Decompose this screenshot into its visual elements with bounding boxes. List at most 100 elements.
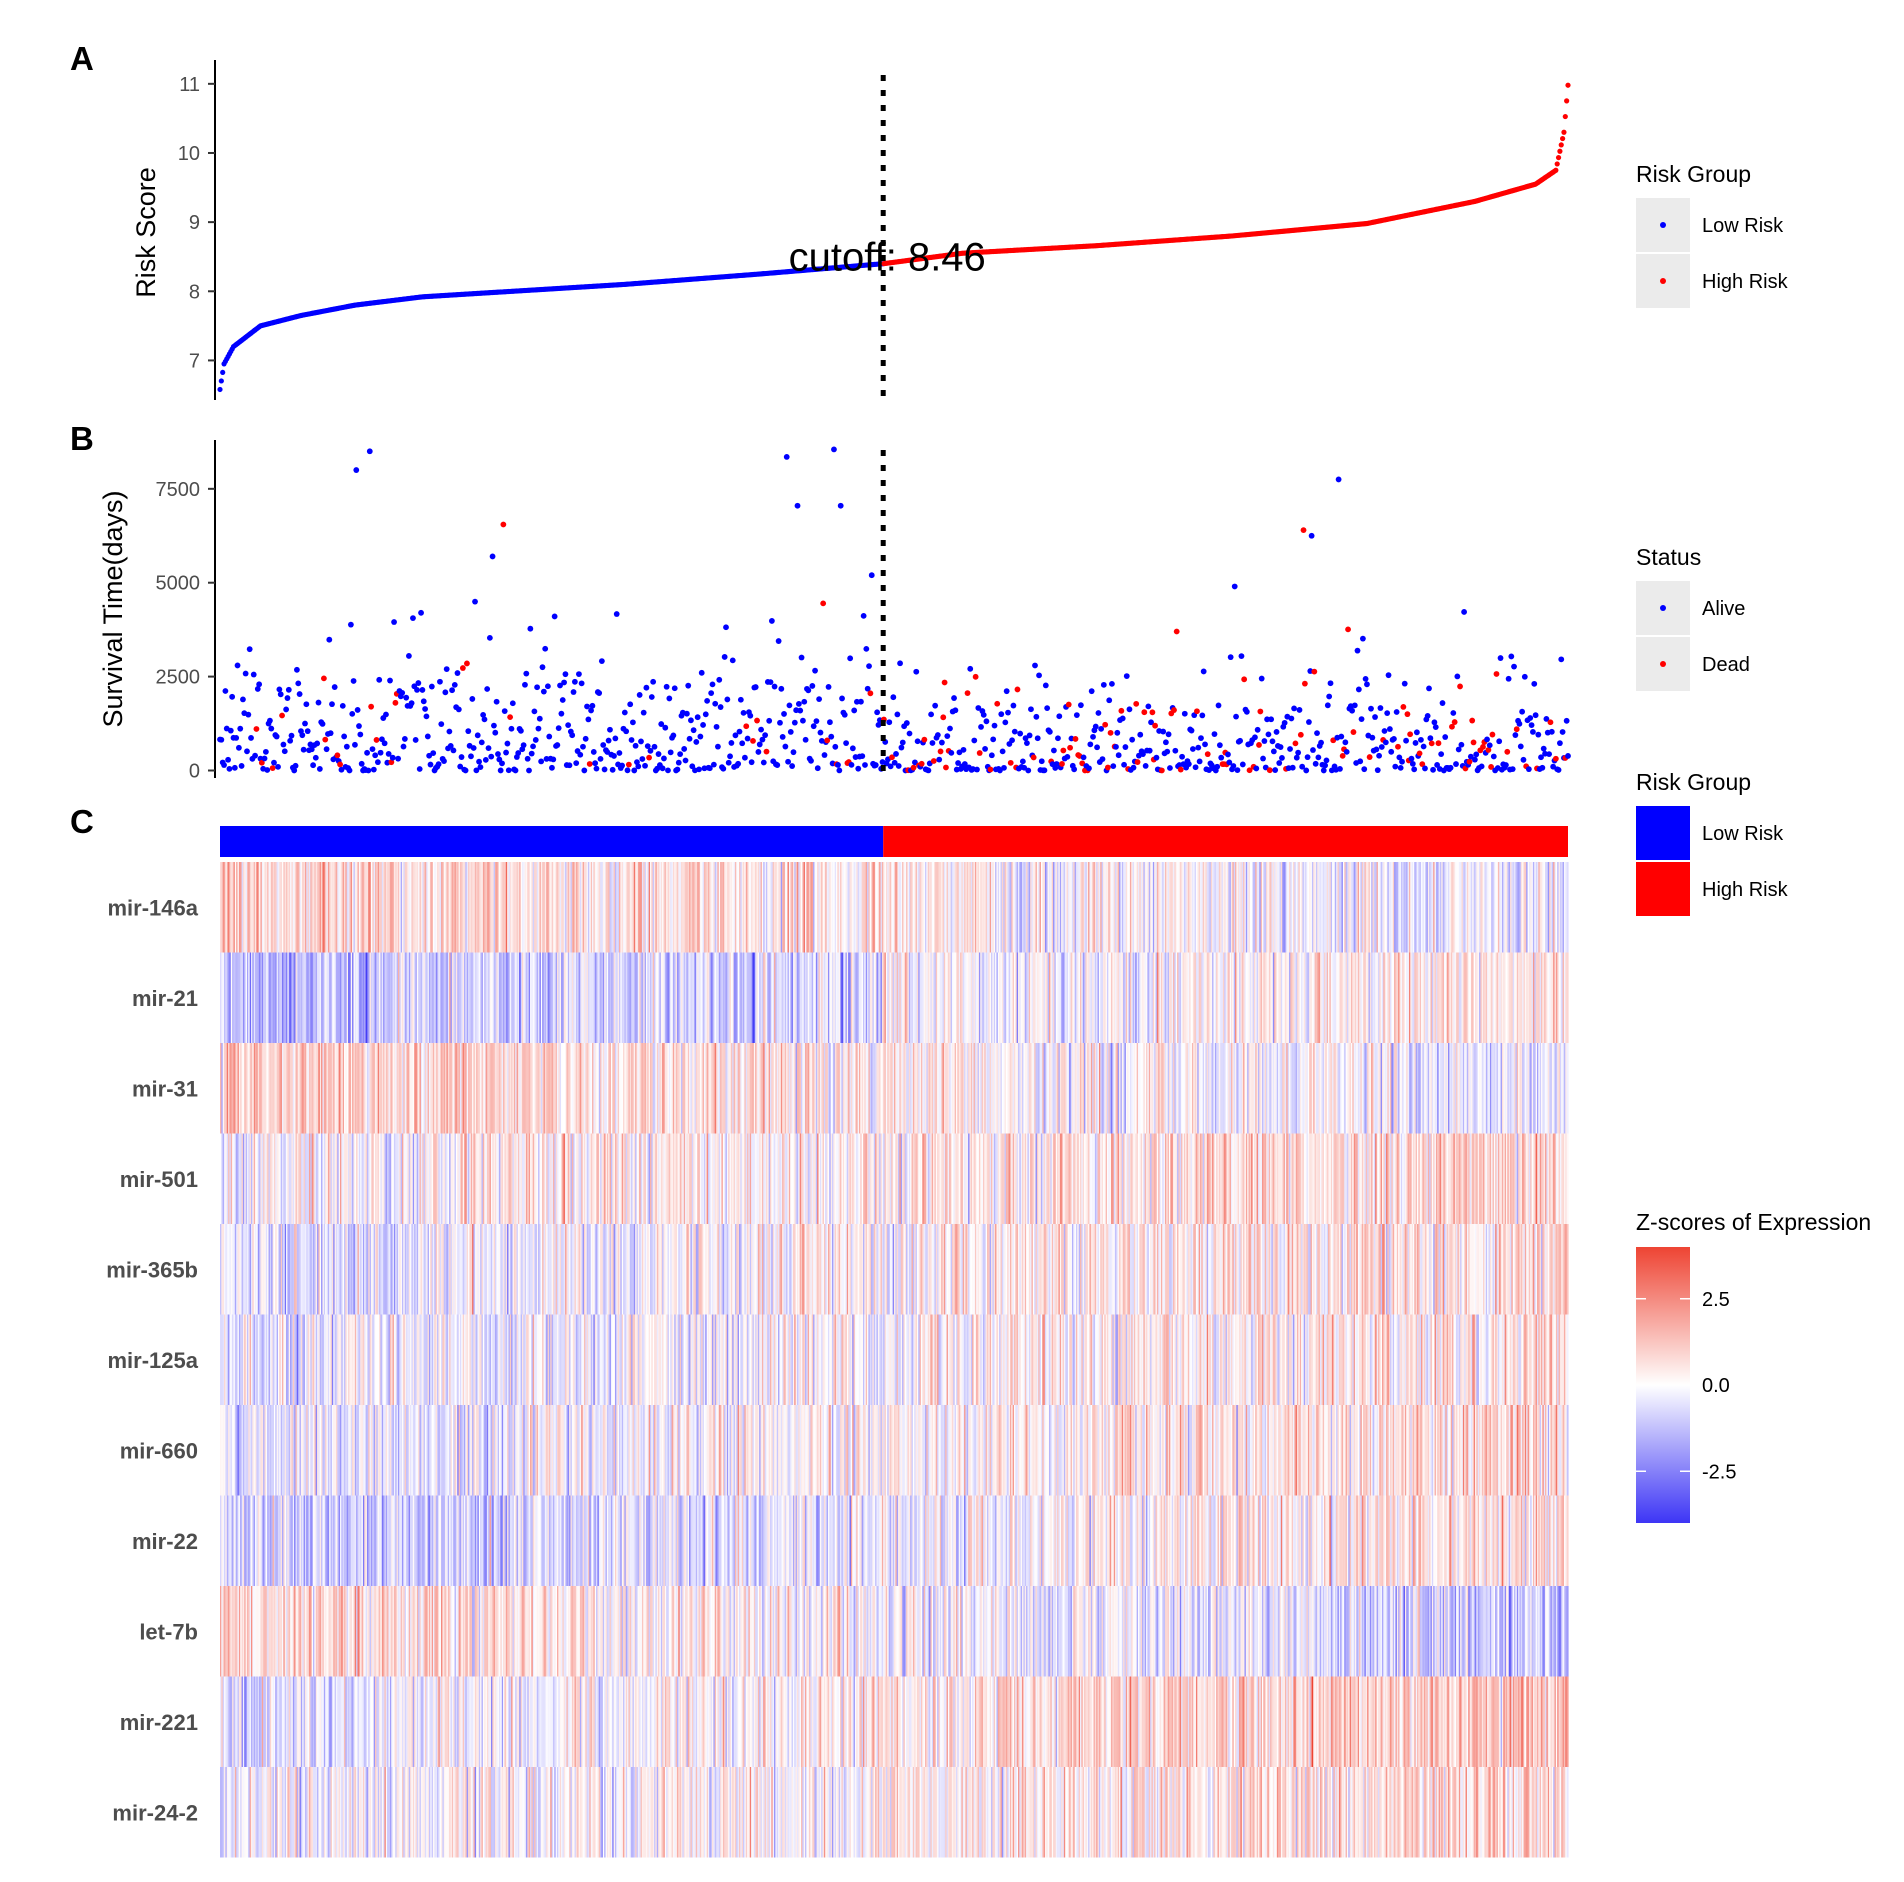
alive-point xyxy=(611,753,617,759)
alive-point xyxy=(424,733,431,740)
dead-point xyxy=(507,714,514,721)
alive-point xyxy=(229,693,236,700)
alive-point xyxy=(741,754,748,761)
alive-point xyxy=(1268,716,1275,723)
alive-point xyxy=(555,725,562,732)
alive-point xyxy=(1377,705,1384,711)
alive-point xyxy=(835,762,841,768)
alive-point xyxy=(1386,726,1393,732)
alive-point xyxy=(465,728,472,735)
alive-point xyxy=(1092,723,1099,730)
alive-point xyxy=(492,729,499,736)
alive-point xyxy=(1362,675,1369,682)
alive-point xyxy=(766,717,773,724)
alive-point xyxy=(1033,713,1040,720)
dead-point xyxy=(1173,628,1180,635)
alive-point xyxy=(638,738,644,745)
alive-point xyxy=(1110,763,1117,770)
alive-point xyxy=(681,746,688,752)
alive-point xyxy=(1195,744,1202,751)
dead-point xyxy=(368,703,375,710)
alive-point xyxy=(549,764,555,771)
alive-point xyxy=(226,765,233,772)
alive-point xyxy=(302,720,308,727)
dead-point xyxy=(1552,755,1559,762)
alive-point xyxy=(329,701,335,708)
alive-point xyxy=(702,711,709,718)
alive-point xyxy=(1391,735,1397,742)
panel-label-c: C xyxy=(70,803,94,840)
alive-point xyxy=(1046,728,1053,735)
alive-point xyxy=(508,725,515,732)
alive-point xyxy=(395,755,402,762)
alive-point xyxy=(1026,732,1033,739)
alive-point xyxy=(810,723,817,730)
alive-point xyxy=(650,678,657,685)
alive-point xyxy=(354,707,361,713)
alive-point xyxy=(1349,707,1356,714)
alive-point xyxy=(800,717,806,724)
alive-point xyxy=(497,767,504,774)
alive-point xyxy=(339,702,346,709)
alive-point xyxy=(740,709,747,716)
alive-point xyxy=(403,694,410,701)
alive-point xyxy=(862,762,868,768)
alive-point xyxy=(1073,712,1080,719)
dead-point xyxy=(941,679,948,686)
alive-point xyxy=(1273,729,1280,735)
alive-point xyxy=(816,696,823,703)
alive-point xyxy=(381,740,388,747)
gene-label: mir-146a xyxy=(107,895,198,920)
alive-point xyxy=(762,732,769,739)
alive-point xyxy=(323,746,330,753)
alive-point xyxy=(391,619,397,625)
alive-point xyxy=(1254,726,1261,733)
alive-point xyxy=(786,702,793,709)
alive-point xyxy=(242,670,249,677)
alive-point xyxy=(1312,760,1319,767)
alive-point xyxy=(482,756,489,763)
alive-point xyxy=(1017,730,1024,737)
alive-point xyxy=(1036,672,1042,679)
alive-point xyxy=(1296,707,1303,713)
alive-point xyxy=(1384,710,1391,717)
alive-point xyxy=(573,760,580,767)
alive-point xyxy=(1024,740,1030,747)
alive-point xyxy=(797,707,804,714)
alive-point xyxy=(295,680,302,687)
alive-point xyxy=(651,743,658,750)
dead-point xyxy=(750,737,756,744)
alive-point xyxy=(531,708,538,715)
alive-point xyxy=(1478,763,1485,770)
y-tick-label: 5000 xyxy=(156,573,201,595)
gene-label: mir-21 xyxy=(132,986,198,1011)
alive-point xyxy=(1382,739,1389,746)
dead-point xyxy=(867,690,874,697)
alive-point xyxy=(592,760,599,767)
alive-point xyxy=(470,745,477,751)
alive-point xyxy=(837,502,844,509)
alive-point xyxy=(899,739,906,746)
alive-point xyxy=(1019,758,1026,765)
alive-point xyxy=(848,761,855,768)
alive-point xyxy=(662,724,669,731)
alive-point xyxy=(485,745,492,752)
dead-point xyxy=(1141,709,1148,716)
alive-point xyxy=(518,727,524,734)
alive-point xyxy=(383,711,389,718)
alive-point xyxy=(1106,697,1113,704)
alive-point xyxy=(1087,741,1094,748)
alive-point xyxy=(1532,712,1539,719)
alive-point xyxy=(739,740,746,747)
alive-point xyxy=(1310,747,1316,753)
alive-point xyxy=(218,736,225,743)
alive-point xyxy=(1397,764,1404,771)
alive-point xyxy=(1320,767,1327,774)
dead-point xyxy=(910,764,917,771)
alive-point xyxy=(1153,754,1160,761)
alive-point xyxy=(294,666,300,673)
alive-point xyxy=(1357,758,1364,765)
alive-point xyxy=(903,720,910,726)
alive-point xyxy=(783,454,790,460)
alive-point xyxy=(438,721,445,728)
